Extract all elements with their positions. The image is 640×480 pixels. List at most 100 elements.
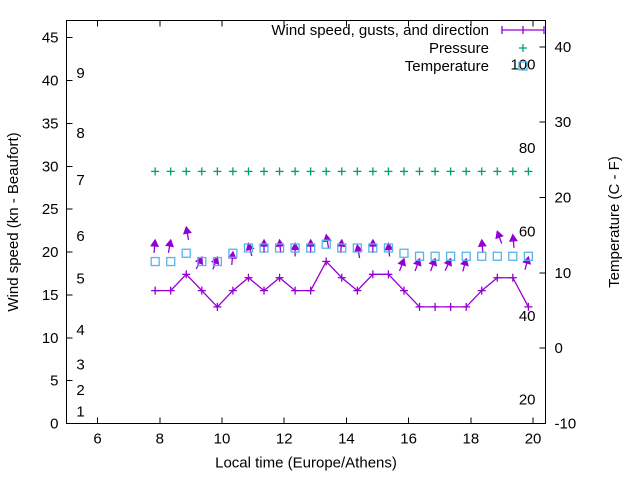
x-tick-label: 14 (338, 431, 355, 448)
y-tick-label: 15 (42, 287, 59, 304)
x-tick-label: 12 (276, 431, 293, 448)
temperature-marker (461, 251, 471, 261)
arrow-head (290, 242, 300, 251)
y2-tick-label: 0 (555, 340, 563, 357)
temperature-marker (197, 256, 207, 267)
arrow-head (384, 242, 394, 251)
beaufort-scale-labels: 1 2 3 4 5 6 7 8 9 (76, 65, 84, 421)
plot-border (66, 20, 546, 424)
x-tick-label: 18 (463, 431, 480, 448)
arrow-head (495, 230, 504, 240)
y-tick-label: 10 (42, 330, 59, 347)
wind-direction-arrow (182, 225, 192, 241)
fahrenheit-label: 20 (519, 392, 536, 409)
y-axis-left: 0 5 10 15 20 25 30 35 40 45 (42, 30, 73, 433)
x-tick-label: 10 (214, 431, 231, 448)
temperature-marker (523, 251, 534, 261)
y-axis-right: -10 0 10 20 30 40 (539, 39, 577, 433)
x-axis-title: Local time (Europe/Athens) (215, 455, 397, 472)
y-tick-label: 25 (42, 201, 59, 218)
x-axis: 6 8 10 12 14 16 18 20 (93, 20, 542, 448)
beaufort-label: 1 (76, 404, 84, 421)
temperature-marker (414, 251, 425, 261)
arrow-head (182, 225, 192, 235)
fahrenheit-label: 100 (510, 56, 535, 73)
beaufort-label: 8 (76, 125, 84, 142)
legend-label: Wind speed, gusts, and direction (271, 22, 489, 39)
arrow-head (259, 238, 269, 247)
arrow-head (194, 255, 204, 266)
y-axis-title: Wind speed (kn - Beaufort) (5, 132, 22, 311)
wind-direction-arrow (397, 257, 406, 272)
fahrenheit-scale-labels: 20 40 60 80 100 (510, 56, 535, 408)
arrow-head (508, 233, 518, 242)
temperature-marker (352, 243, 362, 253)
wind-direction-arrow (368, 238, 378, 254)
beaufort-label: 9 (76, 65, 84, 82)
wind-direction-arrow (245, 242, 255, 257)
temperature-marker (368, 243, 378, 253)
wind-direction-arrow (290, 242, 300, 257)
arrow-head (397, 257, 406, 267)
arrow-head (245, 242, 255, 252)
y-tick-label: 40 (42, 73, 59, 90)
temperature-marker (274, 243, 285, 253)
y2-axis-title: Temperature (C - F) (606, 156, 623, 288)
wind-direction-arrow (227, 250, 237, 266)
chart-legend: Wind speed, gusts, and directionPressure… (271, 22, 545, 75)
wind-direction-arrow (306, 238, 316, 254)
y2-tick-label: 30 (555, 114, 572, 131)
beaufort-label: 3 (76, 356, 84, 373)
x-tick-label: 20 (525, 431, 542, 448)
arrow-head (306, 238, 316, 247)
y2-tick-label: -10 (555, 416, 577, 433)
fahrenheit-label: 80 (519, 140, 536, 157)
arrow-head (336, 238, 346, 248)
wind-direction-arrow (508, 233, 518, 248)
wind-direction-arrow (336, 238, 346, 254)
beaufort-label: 6 (76, 228, 84, 245)
arrow-head (165, 238, 174, 248)
arrow-head (275, 238, 285, 248)
temperature-marker (290, 243, 300, 253)
series-layer (150, 167, 534, 311)
temperature-marker (492, 251, 502, 261)
wind-direction-arrow (150, 238, 160, 254)
plot-frame (66, 20, 546, 424)
temperature-marker (508, 251, 518, 261)
y-tick-label: 20 (42, 244, 59, 261)
wind-direction-arrow (165, 238, 174, 253)
beaufort-label: 7 (76, 172, 84, 189)
arrow-head (477, 238, 487, 248)
y-tick-label: 0 (50, 416, 58, 433)
wind-speed-line (155, 260, 529, 308)
temperature-marker (166, 256, 176, 267)
arrow-head (210, 255, 220, 265)
fahrenheit-label: 40 (519, 308, 536, 325)
y2-tick-label: 40 (555, 39, 572, 56)
y-tick-label: 30 (42, 158, 59, 175)
fahrenheit-label: 60 (519, 224, 536, 241)
temperature-marker (306, 243, 316, 253)
wind-direction-arrow (259, 238, 269, 254)
beaufort-label: 5 (76, 271, 84, 288)
beaufort-label: 2 (76, 382, 84, 399)
x-tick-label: 16 (400, 431, 417, 448)
temperature-marker (181, 248, 191, 258)
wind-direction-arrow (477, 238, 487, 254)
beaufort-label: 4 (76, 322, 84, 339)
legend-label: Temperature (405, 58, 489, 75)
temperature-marker (399, 248, 409, 258)
y-tick-label: 35 (42, 115, 59, 132)
temperature-marker (243, 243, 254, 253)
wind-direction-arrow (495, 230, 504, 244)
temperature-marker (383, 243, 394, 253)
wind-direction-arrow (275, 238, 285, 254)
temperature-marker (337, 243, 347, 253)
y2-tick-label: 20 (555, 190, 572, 207)
y2-tick-label: 10 (555, 265, 572, 282)
temperature-marker (259, 243, 269, 253)
temperature-marker (212, 256, 223, 267)
